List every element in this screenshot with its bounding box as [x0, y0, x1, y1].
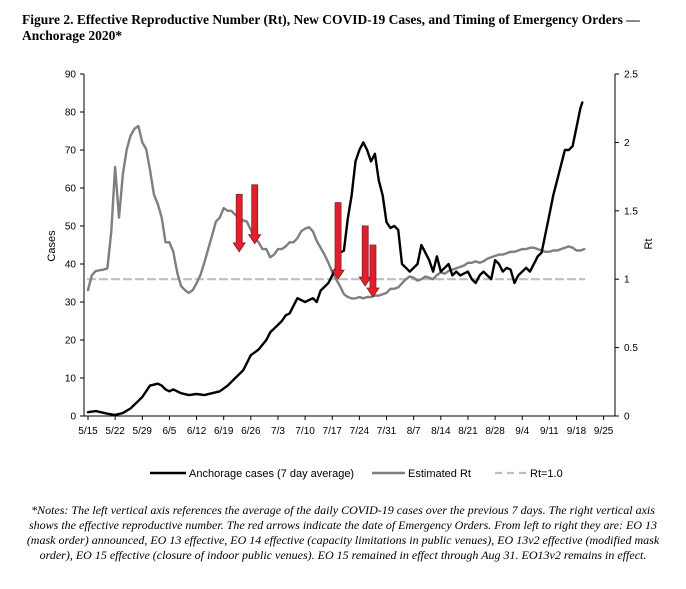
right-tick-label: 1.5 [624, 206, 638, 217]
legend-label: Rt=1.0 [530, 468, 563, 480]
ticks: 0 10 20 30 40 50 60 70 80 90 0 0.5 1 1.5 2 2.5 5/15 5/22 5… [65, 70, 638, 438]
x-tick-label: 7/10 [295, 426, 315, 437]
x-tick-label: 5/22 [105, 426, 125, 437]
x-tick-label: 7/31 [377, 426, 397, 437]
x-tick-label: 7/17 [323, 426, 343, 437]
rt-line [86, 124, 586, 300]
notes: *Notes: The left vertical axis reference… [26, 503, 660, 562]
left-tick-label: 80 [65, 108, 77, 119]
left-tick-label: 10 [65, 374, 77, 385]
x-tick-label: 7/3 [271, 426, 285, 437]
x-tick-label: 6/26 [241, 426, 261, 437]
left-tick-label: 0 [70, 412, 76, 423]
right-tick-label: 1 [624, 275, 630, 286]
chart: 0 10 20 30 40 50 60 70 80 90 0 0.5 1 1.5 2 2.5 5/15 5/22 5… [46, 70, 655, 481]
x-tick-label: 9/25 [594, 426, 614, 437]
x-tick-label: 5/29 [133, 426, 153, 437]
left-axis-title: Cases [46, 230, 58, 262]
left-tick-label: 70 [65, 146, 77, 157]
left-tick-label: 20 [65, 336, 77, 347]
left-tick-label: 50 [65, 222, 77, 233]
x-tick-label: 6/12 [187, 426, 207, 437]
x-tick-label: 8/14 [431, 426, 451, 437]
emergency-order-arrow [247, 184, 262, 245]
right-tick-label: 0 [624, 412, 630, 423]
left-tick-label: 40 [65, 260, 77, 271]
x-tick-label: 6/19 [214, 426, 234, 437]
emergency-order-arrow [331, 202, 345, 280]
emergency-order-arrow [358, 225, 372, 287]
arrows-layer [232, 184, 380, 298]
chart-title: Figure 2. Effective Reproductive Number … [22, 12, 640, 43]
right-tick-label: 2.5 [624, 70, 638, 81]
right-tick-label: 2 [624, 138, 630, 149]
x-tick-label: 9/11 [540, 426, 559, 437]
legend: Anchorage cases (7 day average) Estimated… [150, 468, 563, 480]
legend-label: Anchorage cases (7 day average) [189, 468, 354, 480]
x-tick-label: 9/18 [567, 426, 587, 437]
cases-line [86, 101, 584, 417]
emergency-order-arrow [366, 244, 380, 298]
x-tick-label: 6/5 [162, 426, 176, 437]
x-tick-label: 8/21 [458, 426, 478, 437]
legend-label: Estimated Rt [408, 468, 471, 480]
left-tick-label: 90 [65, 70, 77, 81]
left-tick-label: 30 [65, 298, 77, 309]
left-tick-label: 60 [65, 184, 77, 195]
series-layer [86, 101, 586, 417]
right-axis-title: Rt [643, 239, 655, 250]
x-tick-label: 9/4 [515, 426, 529, 437]
emergency-order-arrow [232, 193, 246, 253]
x-tick-label: 8/28 [485, 426, 505, 437]
axes [83, 74, 616, 417]
x-tick-label: 8/7 [407, 426, 421, 437]
x-tick-label: 5/15 [78, 426, 98, 437]
right-tick-label: 0.5 [624, 343, 638, 354]
x-tick-label: 7/24 [350, 426, 370, 437]
